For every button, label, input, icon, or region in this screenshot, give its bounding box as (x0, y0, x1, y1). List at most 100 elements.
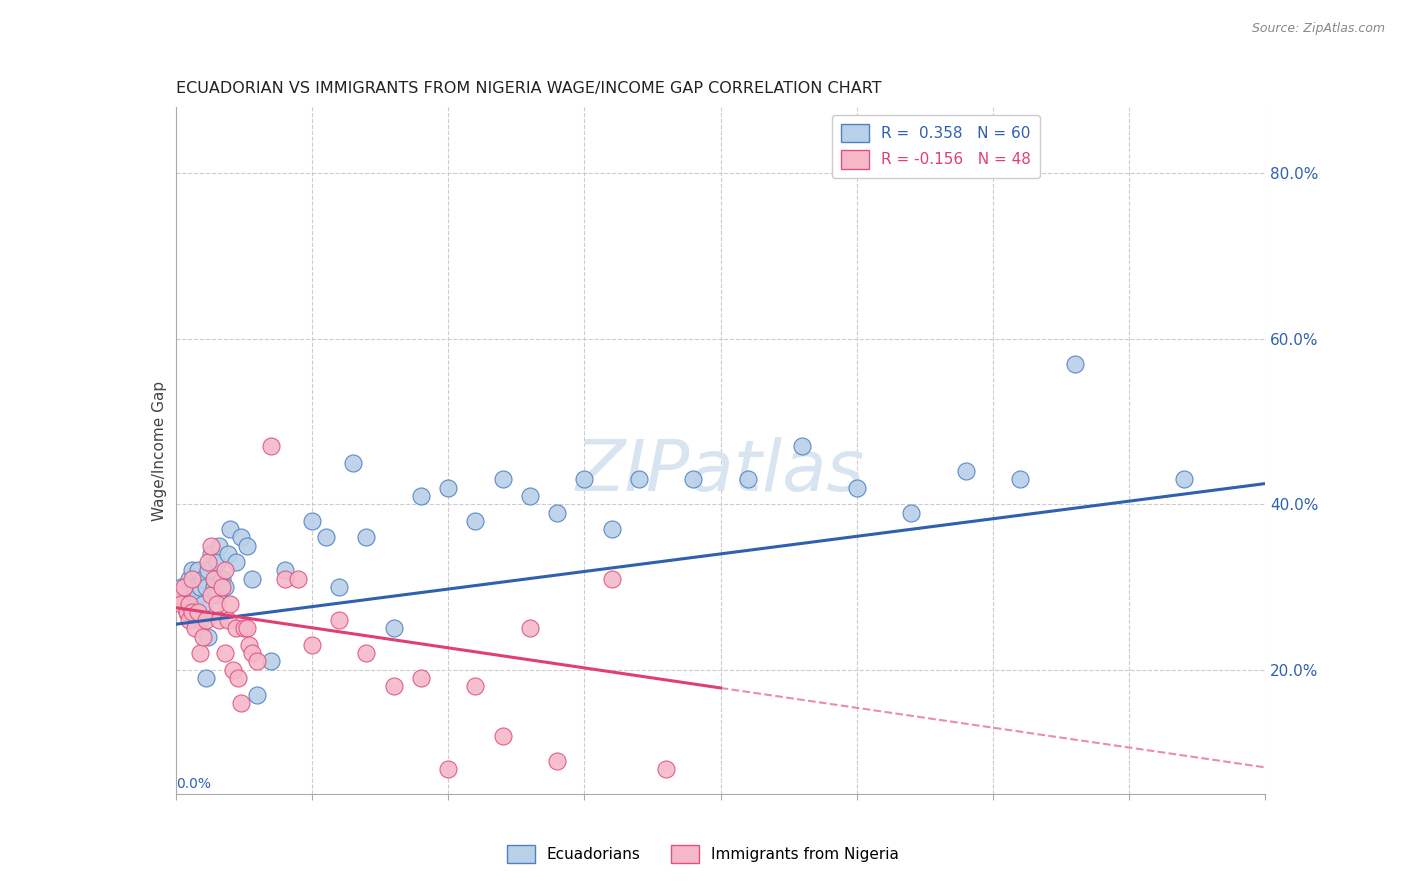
Point (328, 613, 350, 627)
Point (197, 555, 219, 569)
Point (202, 580, 225, 594)
Point (181, 564, 204, 578)
Point (382, 679, 405, 693)
Point (194, 671, 217, 685)
Point (600, 522, 623, 536)
Point (211, 572, 233, 586)
Point (173, 580, 195, 594)
Point (170, 597, 193, 611)
Point (186, 564, 209, 578)
Point (301, 638, 323, 652)
Point (211, 580, 233, 594)
Point (328, 580, 350, 594)
Point (356, 530, 378, 544)
Point (179, 597, 201, 611)
Point (519, 489, 541, 503)
Point (181, 605, 204, 619)
Point (228, 671, 250, 685)
Point (231, 530, 253, 544)
Point (222, 663, 245, 677)
Point (600, 572, 623, 586)
Point (205, 597, 228, 611)
Point (179, 572, 201, 586)
Point (188, 580, 211, 594)
Point (184, 597, 207, 611)
Point (202, 572, 225, 586)
Point (188, 613, 211, 627)
Point (176, 605, 198, 619)
Point (184, 580, 207, 594)
Text: Source: ZipAtlas.com: Source: ZipAtlas.com (1251, 22, 1385, 36)
Point (200, 539, 222, 553)
Point (492, 729, 515, 743)
Point (238, 638, 260, 652)
Point (246, 688, 269, 702)
Point (792, 439, 814, 453)
Point (235, 539, 257, 553)
Point (200, 588, 222, 602)
Point (208, 539, 231, 553)
Point (214, 580, 236, 594)
Point (205, 555, 228, 569)
Point (167, 588, 190, 602)
Point (214, 564, 236, 578)
Point (246, 655, 269, 669)
Point (186, 605, 209, 619)
Point (409, 489, 432, 503)
Point (217, 547, 239, 561)
Point (900, 506, 922, 520)
Point (356, 646, 378, 660)
Point (197, 630, 219, 644)
Point (191, 572, 214, 586)
Point (287, 572, 309, 586)
Y-axis label: Wage/Income Gap: Wage/Income Gap (152, 380, 167, 521)
Point (217, 613, 239, 627)
Point (205, 588, 228, 602)
Point (184, 621, 207, 635)
Point (225, 555, 247, 569)
Text: ECUADORIAN VS IMMIGRANTS FROM NIGERIA WAGE/INCOME GAP CORRELATION CHART: ECUADORIAN VS IMMIGRANTS FROM NIGERIA WA… (176, 81, 882, 96)
Point (173, 597, 195, 611)
Point (546, 506, 568, 520)
Point (1010, 472, 1032, 486)
Point (682, 472, 704, 486)
Point (194, 580, 217, 594)
Point (274, 564, 297, 578)
Point (655, 762, 678, 776)
Point (1173, 472, 1195, 486)
Point (179, 597, 201, 611)
Point (437, 762, 460, 776)
Point (546, 754, 568, 768)
Legend: Ecuadorians, Immigrants from Nigeria: Ecuadorians, Immigrants from Nigeria (499, 837, 907, 871)
Point (260, 439, 283, 453)
Point (382, 621, 405, 635)
Point (170, 580, 193, 594)
Point (191, 597, 214, 611)
Point (219, 597, 242, 611)
Point (260, 655, 283, 669)
Point (574, 472, 596, 486)
Point (464, 679, 486, 693)
Point (342, 456, 364, 470)
Point (200, 547, 222, 561)
Point (437, 481, 460, 495)
Point (955, 464, 977, 478)
Point (737, 472, 759, 486)
Point (214, 646, 236, 660)
Point (315, 530, 337, 544)
Point (208, 613, 231, 627)
Point (231, 696, 253, 710)
Text: 0.0%: 0.0% (176, 777, 211, 790)
Point (197, 564, 219, 578)
Point (167, 588, 190, 602)
Point (176, 605, 198, 619)
Point (519, 621, 541, 635)
Text: ZIPatlas: ZIPatlas (576, 436, 865, 506)
Point (186, 588, 209, 602)
Point (492, 472, 515, 486)
Point (225, 621, 247, 635)
Point (240, 572, 263, 586)
Point (232, 621, 254, 635)
Point (464, 514, 486, 528)
Point (219, 522, 242, 536)
